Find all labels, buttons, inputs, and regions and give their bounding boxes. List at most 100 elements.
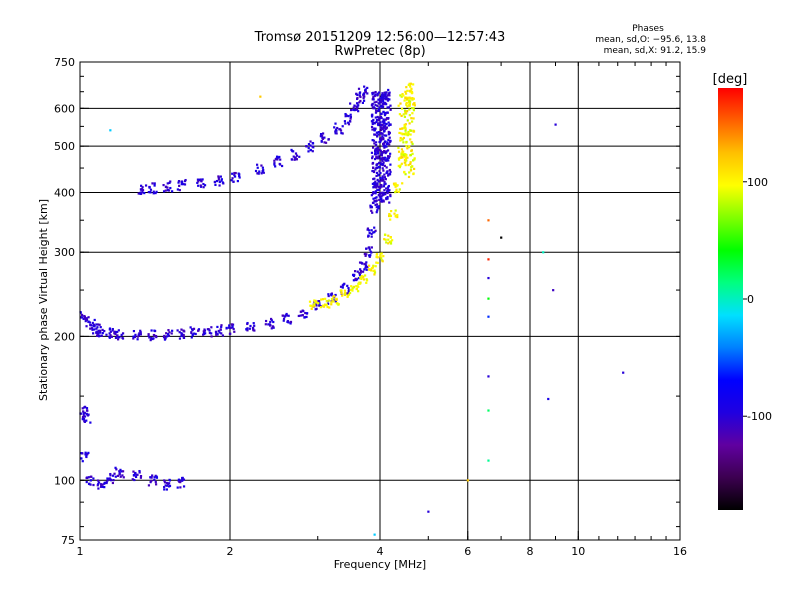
data-point [320,132,323,136]
data-point [380,185,383,188]
data-point [346,294,350,297]
data-point [395,184,398,188]
data-point [350,108,353,112]
data-point [225,326,228,330]
data-point [379,153,382,156]
data-point [376,261,379,265]
data-point [305,315,308,319]
data-point [164,189,167,192]
data-point [103,329,106,333]
data-point [360,277,363,281]
data-point [99,485,103,488]
data-point [403,158,407,162]
data-point [117,329,120,332]
data-point [391,239,394,242]
data-point [389,193,392,196]
data-point [398,166,402,169]
data-point [382,185,386,188]
data-point [272,320,275,324]
data-point [394,191,397,194]
data-point [375,156,378,159]
data-point [341,125,344,128]
data-point [176,329,179,332]
data-point [139,329,142,332]
data-point [387,106,391,109]
data-point [99,326,102,329]
data-point [380,183,383,187]
data-point [374,197,377,200]
data-point [163,338,167,341]
data-point [202,330,205,333]
data-point [137,192,140,195]
data-point [340,289,343,292]
data-point [349,288,352,291]
data-point [366,92,369,95]
data-point [301,309,304,312]
data-point [404,96,407,100]
data-point [322,305,326,308]
data-point [180,183,183,186]
data-point [120,470,123,473]
data-point [402,153,406,157]
data-point [334,128,338,131]
data-point [190,331,193,334]
data-point [311,145,314,148]
data-point [321,134,324,137]
data-point [264,319,268,323]
data-point [357,104,360,107]
data-point [360,275,363,278]
y-tick-label: 75 [61,534,75,547]
data-point [249,324,252,328]
data-point [334,300,337,303]
data-point [108,335,111,338]
data-point [373,129,376,132]
data-point [82,412,85,415]
data-point [321,298,325,301]
data-point [119,475,122,478]
data-point [382,138,385,141]
data-point [197,329,200,332]
data-point [152,190,155,193]
data-point [405,141,408,144]
data-point [377,207,380,210]
data-point [82,410,85,413]
data-point [122,476,125,479]
data-point [356,96,359,100]
data-point [201,178,204,181]
data-point [341,294,344,297]
data-point [182,183,185,186]
data-point [389,123,392,126]
data-point [389,214,392,217]
data-point [339,128,342,131]
data-point [372,197,375,200]
data-point [409,162,412,165]
data-point [362,97,365,100]
data-point [231,172,234,175]
data-point [385,122,388,126]
data-point [397,190,400,194]
data-point [373,94,376,98]
data-point [149,191,152,194]
data-point [364,254,367,257]
data-point [110,335,113,338]
data-point [404,163,407,167]
data-point [542,251,545,254]
data-point [208,329,211,332]
data-point [269,317,273,321]
data-point [357,290,360,293]
data-point [402,136,405,140]
data-point [149,481,152,484]
data-point [109,129,112,132]
data-point [229,326,232,330]
data-point [230,323,233,326]
data-point [194,332,197,336]
data-point [401,138,404,141]
data-point [92,325,95,328]
data-point [362,275,365,278]
data-point [166,484,169,487]
data-point [368,229,371,232]
data-point [97,482,100,485]
data-point [375,120,378,124]
data-point [236,179,239,183]
data-point [165,332,168,335]
